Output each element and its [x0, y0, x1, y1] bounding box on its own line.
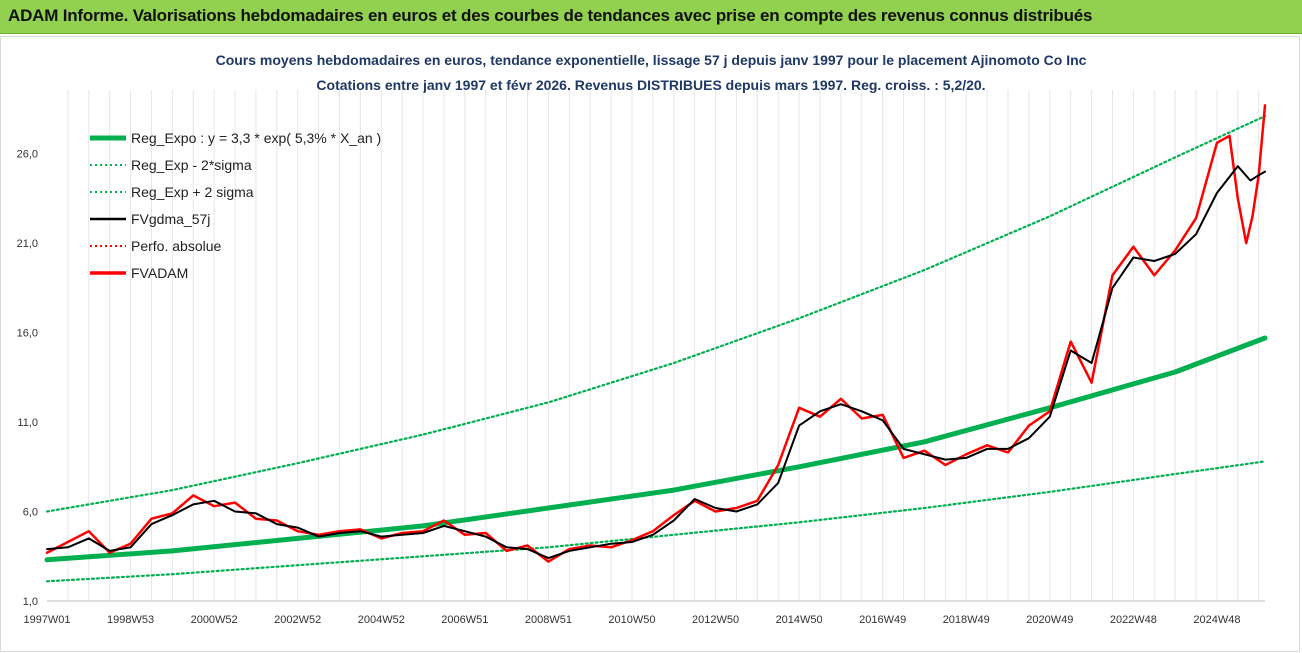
x-tick-label: 2000W52: [191, 614, 238, 626]
legend-label: Reg_Expo : y = 3,3 * exp( 5,3% * X_an ): [131, 130, 381, 146]
report-title: ADAM Informe. Valorisations hebdomadaire…: [8, 6, 1093, 25]
chart-title-line1: Cours moyens hebdomadaires en euros, ten…: [215, 52, 1087, 68]
series-fvgdma-57j: [46, 165, 1266, 560]
legend-label: Perfo. absolue: [131, 238, 221, 254]
header-bar: ADAM Informe. Valorisations hebdomadaire…: [0, 0, 1302, 34]
x-tick-label: 2016W49: [859, 614, 906, 626]
series-reg-minus-2sigma: [45, 460, 1267, 583]
legend-label: Reg_Exp - 2*sigma: [131, 157, 252, 173]
x-tick-label: 2008W51: [525, 614, 572, 626]
legend-label: Reg_Exp + 2 sigma: [131, 184, 254, 200]
x-tick-label: 2022W48: [1110, 614, 1157, 626]
legend-label: FVADAM: [131, 265, 188, 281]
series-reg-expo: [44, 335, 1268, 563]
x-tick-label: 2010W50: [608, 614, 655, 626]
x-tick-label: 2002W52: [274, 614, 321, 626]
x-tick-label: 2020W49: [1026, 614, 1073, 626]
grid-layer: [67, 90, 1260, 601]
y-tick-label: 1,0: [23, 596, 38, 608]
y-axis: 1,0 6,0 11,0 16,0 21,0 26,0: [17, 149, 38, 608]
x-tick-label: 1998W53: [107, 614, 154, 626]
y-tick-label: 16,0: [17, 328, 38, 340]
x-tick-label: 2006W51: [441, 614, 488, 626]
y-tick-label: 11,0: [17, 417, 38, 429]
y-tick-label: 6,0: [23, 507, 38, 519]
y-tick-label: 21,0: [17, 238, 38, 250]
x-tick-label: 1997W01: [23, 614, 70, 626]
y-tick-label: 26,0: [17, 149, 38, 161]
series-layer: [44, 104, 1268, 583]
x-axis: 1997W01 1998W53 2000W52 2002W52 2004W52 2006W…: [23, 600, 1265, 626]
chart-frame: [0, 36, 1300, 652]
x-tick-label: 2012W50: [692, 614, 739, 626]
x-tick-label: 2024W48: [1193, 614, 1240, 626]
series-fvadam: [45, 104, 1267, 563]
chart-title-line2: Cotations entre janv 1997 et févr 2026. …: [316, 77, 986, 93]
x-tick-label: 2014W50: [776, 614, 823, 626]
x-tick-label: 2004W52: [358, 614, 405, 626]
legend: Reg_Expo : y = 3,3 * exp( 5,3% * X_an ) R…: [90, 130, 381, 281]
x-tick-label: 2018W49: [943, 614, 990, 626]
legend-label: FVgdma_57j: [131, 211, 210, 227]
series-reg-plus-2sigma: [45, 115, 1267, 513]
